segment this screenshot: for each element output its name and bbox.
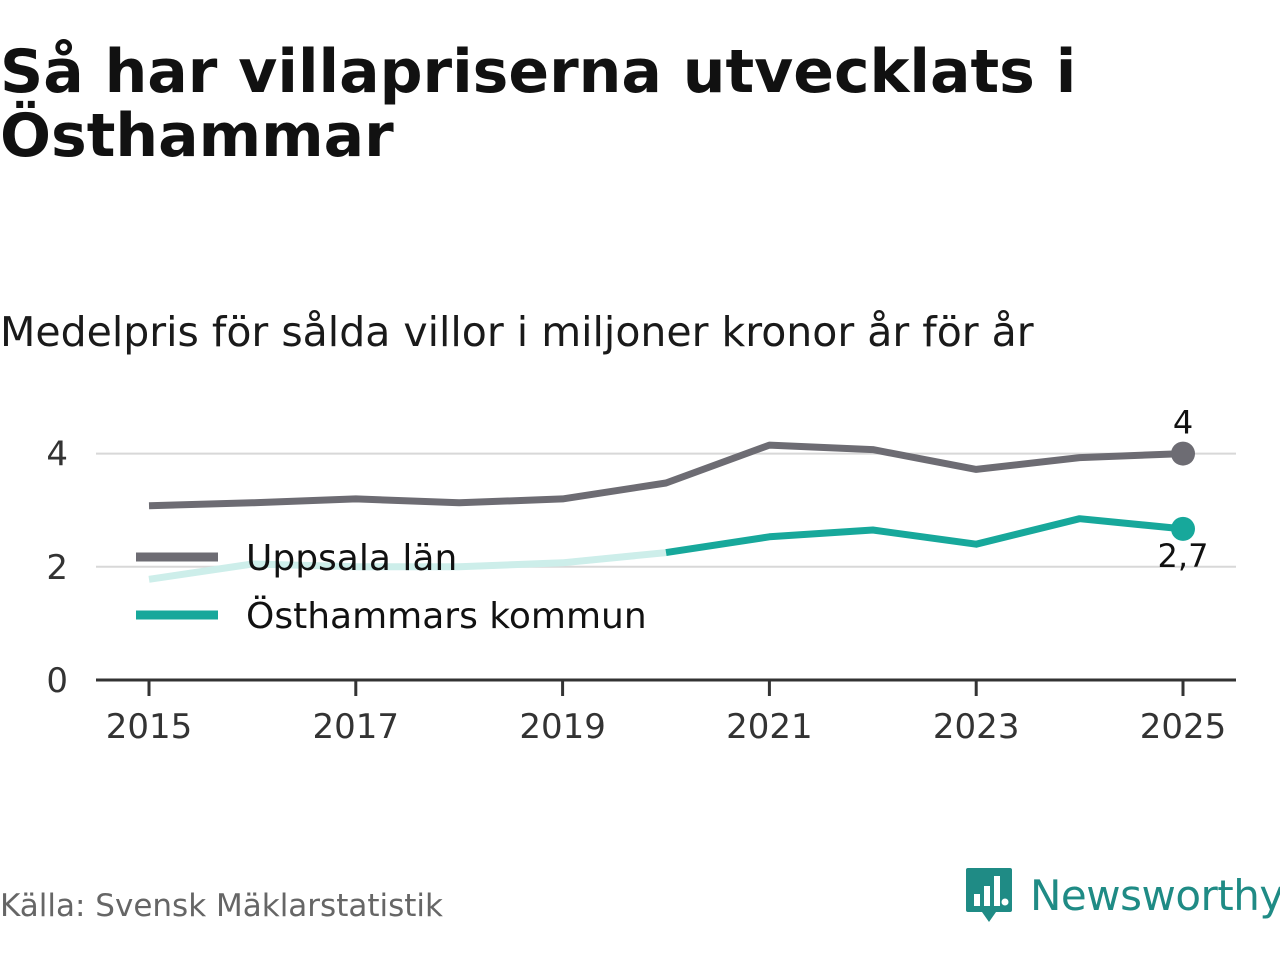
end-point-osthammars-kommun bbox=[1171, 516, 1195, 541]
y-tick-label-4: 4 bbox=[46, 435, 68, 475]
legend-label-uppsala-lan: Uppsala län bbox=[246, 538, 457, 579]
x-tick-label-2015: 2015 bbox=[106, 707, 193, 747]
newsworthy-logo-icon bbox=[966, 868, 1012, 922]
series-line-osthammar-faded bbox=[148, 549, 667, 583]
x-tick-label-2025: 2025 bbox=[1140, 707, 1227, 747]
source-note: Källa: Svensk Mäklarstatistik bbox=[0, 888, 443, 924]
y-tick-label-2: 2 bbox=[46, 548, 68, 588]
series-line-osthammars-kommun bbox=[665, 515, 1184, 557]
x-tick-label-2019: 2019 bbox=[519, 707, 606, 747]
end-label-uppsala-lan: 4 bbox=[1173, 404, 1193, 442]
chart-subtitle: Medelpris för sålda villor i miljoner kr… bbox=[0, 308, 1034, 356]
newsworthy-logo[interactable]: Newsworthy bbox=[964, 864, 1280, 928]
newsworthy-logo-text: Newsworthy bbox=[1030, 871, 1280, 920]
x-tick-label-2021: 2021 bbox=[726, 707, 813, 747]
end-label-osthammars-kommun: 2,7 bbox=[1158, 537, 1209, 575]
x-tick-label-2023: 2023 bbox=[933, 707, 1020, 747]
legend-label-osthammars-kommun: Östhammars kommun bbox=[246, 595, 647, 637]
line-chart: 0 2 4 2015 2017 2019 2021 2023 2025 4 2,7 Uppsala l… bbox=[46, 404, 1236, 747]
x-tick-label-2017: 2017 bbox=[313, 707, 400, 747]
chart-title: Så har villapriserna utvecklats i Östham… bbox=[0, 37, 1077, 171]
y-tick-label-0: 0 bbox=[46, 661, 68, 701]
series-line-uppsala-lan bbox=[148, 441, 1184, 510]
end-point-uppsala-lan bbox=[1171, 441, 1195, 466]
